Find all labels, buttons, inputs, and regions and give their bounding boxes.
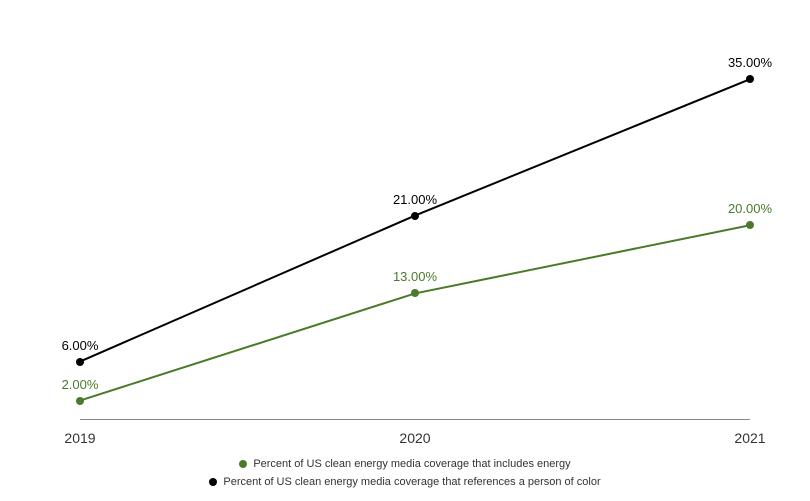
legend-marker bbox=[239, 460, 247, 468]
series-line bbox=[80, 79, 750, 361]
data-marker bbox=[746, 75, 754, 83]
x-axis-label: 2019 bbox=[64, 430, 95, 446]
data-marker bbox=[76, 358, 84, 366]
data-marker bbox=[76, 397, 84, 405]
x-axis-label: 2021 bbox=[734, 430, 765, 446]
data-marker bbox=[746, 221, 754, 229]
legend-label: Percent of US clean energy media coverag… bbox=[223, 476, 600, 488]
chart-lines-svg bbox=[40, 40, 770, 420]
data-label: 6.00% bbox=[62, 338, 99, 353]
data-label: 21.00% bbox=[393, 192, 437, 207]
data-label: 20.00% bbox=[728, 201, 772, 216]
line-chart: 2.00% 13.00% 20.00% 6.00% 21.00% 35.00% 2019 2… bbox=[0, 0, 810, 501]
plot-area: 2.00%13.00%20.00%6.00%21.00%35.00% 20192… bbox=[40, 40, 770, 420]
legend-label: Percent of US clean energy media coverag… bbox=[253, 458, 570, 470]
x-axis-label: 2020 bbox=[399, 430, 430, 446]
legend: Percent of US clean energy media coverag… bbox=[0, 455, 810, 491]
data-marker bbox=[411, 212, 419, 220]
data-marker bbox=[411, 289, 419, 297]
legend-item: Percent of US clean energy media coverag… bbox=[209, 476, 600, 488]
data-label: 13.00% bbox=[393, 269, 437, 284]
data-label: 35.00% bbox=[728, 55, 772, 70]
legend-item: Percent of US clean energy media coverag… bbox=[239, 458, 570, 470]
data-label: 2.00% bbox=[62, 377, 99, 392]
series-line bbox=[80, 225, 750, 400]
legend-marker bbox=[209, 478, 217, 486]
